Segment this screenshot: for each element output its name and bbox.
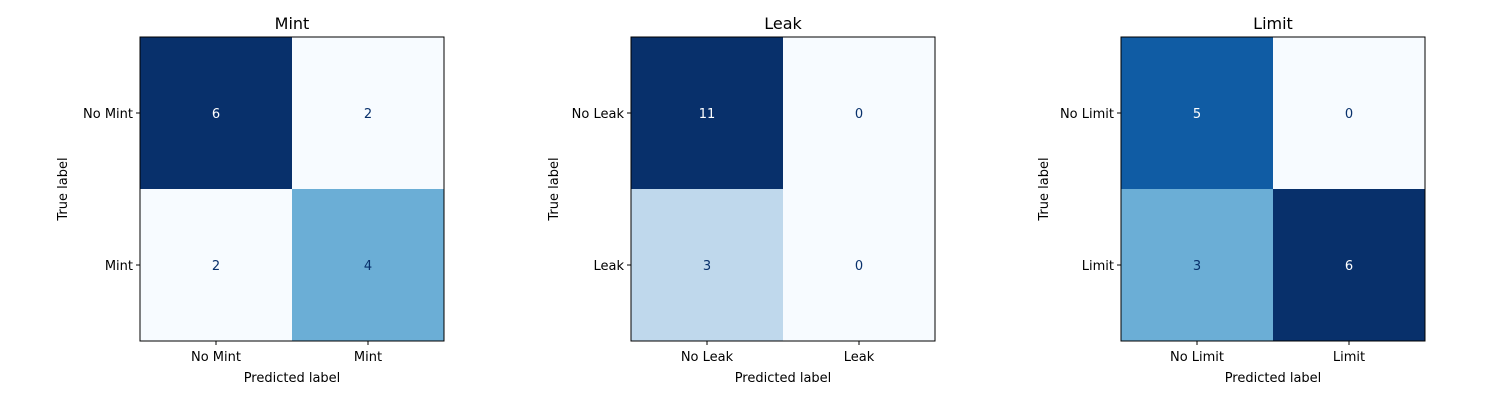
y-tick-label: Leak [593,259,624,274]
x-axis-label: Predicted label [735,371,832,386]
y-axis-label: True label [56,157,71,221]
matrix-cell [140,37,292,189]
cell-value: 5 [1193,107,1201,122]
axes-frame [630,36,936,342]
cell-value: 2 [212,259,220,274]
confusion-matrix-1: Leak 11 0 3 0 No Leak Leak No Leak Leak Predicted… [547,14,936,386]
x-tick-label: Leak [844,350,875,365]
y-tick-label: No Leak [572,107,625,122]
matrix-cell [1121,189,1273,341]
chart-title: Limit [1253,14,1293,33]
x-axis-label: Predicted label [244,371,341,386]
matrix-cell [1121,37,1273,189]
cell-value: 2 [364,107,372,122]
cell-value: 6 [212,107,220,122]
x-tick-label: Limit [1333,350,1365,365]
matrix-cell [1273,189,1425,341]
y-tick-label: No Limit [1060,107,1114,122]
chart-title: Leak [764,14,802,33]
cell-value: 3 [1193,259,1201,274]
cell-value: 11 [699,107,716,122]
matrix-cell [292,37,444,189]
x-tick-label: No Leak [681,350,734,365]
x-axis-label: Predicted label [1225,371,1322,386]
cell-value: 0 [855,107,863,122]
y-axis-label: True label [1037,157,1052,221]
axes-frame [139,36,445,342]
axes-frame [1120,36,1426,342]
cell-value: 0 [1345,107,1353,122]
y-axis-label: True label [547,157,562,221]
matrix-cell [783,37,935,189]
x-tick-label: No Mint [191,350,241,365]
x-tick-label: No Limit [1170,350,1224,365]
matrix-cell [140,189,292,341]
matrix-cell [631,37,783,189]
confusion-matrix-2: Limit 5 0 3 6 No Limit Limit No Limit Limit Predi… [1037,14,1426,386]
matrix-cell [292,189,444,341]
cell-value: 6 [1345,259,1353,274]
cell-value: 0 [855,259,863,274]
matrix-cell [783,189,935,341]
y-tick-label: Mint [105,259,133,274]
matrix-cell [631,189,783,341]
cell-value: 4 [364,259,372,274]
confusion-matrix-0: Mint 6 2 2 4 No Mint Mint No Mint Mint Predicted … [56,14,445,386]
chart-title: Mint [275,14,310,33]
cell-value: 3 [703,259,711,274]
y-tick-label: Limit [1082,259,1114,274]
y-tick-label: No Mint [83,107,133,122]
x-tick-label: Mint [354,350,382,365]
matrix-cell [1273,37,1425,189]
